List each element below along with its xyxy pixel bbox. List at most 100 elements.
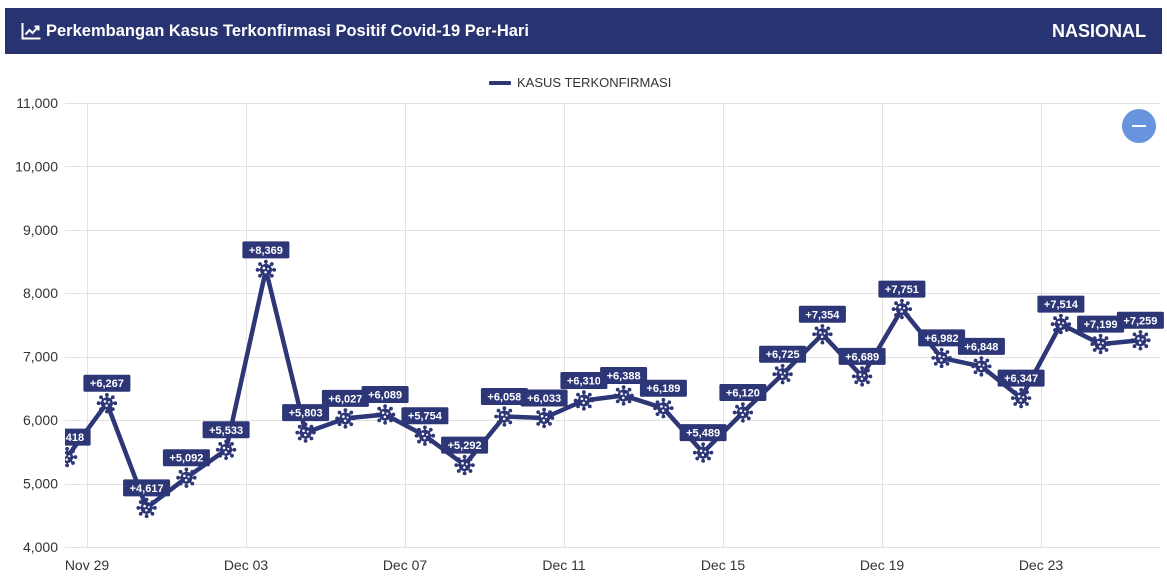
data-label: +6,189 — [639, 379, 687, 397]
line-layer — [65, 267, 1143, 511]
data-label-box — [1037, 295, 1085, 313]
data-point-virus-icon — [731, 401, 754, 424]
data-point-virus-icon — [1089, 333, 1112, 356]
data-label: +6,310 — [560, 372, 608, 389]
grid — [65, 103, 1160, 548]
y-tick-label: 6,000 — [23, 412, 58, 428]
data-point-virus-icon — [692, 441, 715, 464]
data-label-text: +5,092 — [169, 453, 203, 465]
data-label: +6,689 — [838, 347, 886, 365]
data-point-virus-icon — [1010, 387, 1033, 410]
data-label-text: +5,418 — [50, 432, 84, 444]
data-label: +5,533 — [202, 421, 250, 439]
axis-labels: 4,000 5,000 6,000 7,000 8,000 9,000 10,000 11,0… — [15, 95, 1063, 573]
data-point-virus-icon — [612, 384, 635, 407]
data-label-text: +7,199 — [1084, 319, 1118, 331]
data-label: +7,354 — [798, 305, 846, 323]
x-tick-label: Dec 03 — [224, 557, 269, 573]
data-label-text: +6,267 — [90, 378, 124, 390]
data-label-box — [480, 388, 528, 405]
data-label: +5,489 — [679, 424, 727, 442]
y-tick-label: 10,000 — [15, 158, 58, 174]
data-label: +6,033 — [520, 389, 568, 407]
data-label-box — [560, 372, 608, 389]
data-label-box — [600, 367, 648, 384]
y-tick-label: 5,000 — [23, 475, 58, 491]
data-label: +5,292 — [441, 436, 489, 454]
legend-marker — [489, 81, 511, 85]
data-point-virus-icon — [811, 323, 834, 346]
data-point-virus-icon — [374, 403, 397, 426]
data-label-text: +6,033 — [527, 393, 561, 405]
data-point-virus-icon — [652, 397, 675, 420]
data-label-box — [719, 384, 767, 401]
data-label-box — [321, 389, 369, 407]
data-label-text: +7,354 — [805, 309, 840, 321]
data-label: +7,199 — [1077, 315, 1125, 333]
data-label: +8,369 — [242, 241, 290, 259]
data-label-text: +6,120 — [726, 387, 760, 399]
data-label-box — [1116, 311, 1164, 329]
data-point-virus-icon — [175, 466, 198, 489]
y-tick-label: 9,000 — [23, 222, 58, 238]
data-label-text: +7,514 — [1044, 299, 1079, 311]
data-label-box — [123, 479, 171, 497]
data-point-virus-icon — [1049, 313, 1072, 336]
data-label-box — [798, 305, 846, 323]
data-point-virus-icon — [215, 438, 238, 461]
data-label: +7,259 — [1116, 311, 1164, 329]
data-label-box — [83, 374, 131, 392]
data-label-box — [918, 329, 966, 347]
data-label-text: +6,848 — [964, 341, 998, 353]
data-label: +6,388 — [600, 367, 648, 384]
data-point-virus-icon — [930, 346, 953, 369]
data-point-virus-icon — [453, 454, 476, 477]
x-tick-label: Nov 29 — [65, 557, 110, 573]
data-label-box — [202, 421, 250, 439]
y-tick-label: 7,000 — [23, 349, 58, 365]
data-point-virus-icon — [254, 258, 277, 281]
data-point-virus-icon — [135, 496, 158, 519]
data-point-virus-icon — [334, 407, 357, 430]
series-layer: +5,418 +6,267 +4,617 +5,092 +5,533 +8,369 +5,8… — [50, 241, 1164, 519]
region-label: NASIONAL — [1052, 21, 1146, 41]
data-point-virus-icon — [493, 405, 516, 428]
data-label-box — [878, 280, 926, 298]
zoom-out-button[interactable] — [1122, 109, 1156, 143]
series-line — [65, 267, 1143, 511]
x-tick-label: Dec 19 — [860, 557, 905, 573]
data-label-box — [838, 347, 886, 365]
data-label: +5,092 — [162, 449, 210, 467]
data-point-virus-icon — [413, 424, 436, 447]
legend-item[interactable]: KASUS TERKONFIRMASI — [489, 74, 671, 92]
data-label-text: +5,489 — [686, 428, 720, 440]
legend-label: KASUS TERKONFIRMASI — [517, 75, 672, 90]
data-label: +6,347 — [997, 369, 1045, 387]
data-label: +6,848 — [957, 337, 1005, 355]
plot-area[interactable] — [65, 103, 1160, 547]
data-point-virus-icon — [890, 298, 913, 321]
data-label-box — [957, 337, 1005, 355]
data-label-box — [65, 428, 91, 446]
data-label-text: +6,310 — [567, 375, 601, 387]
data-label: +6,725 — [759, 345, 807, 363]
data-point-virus-icon — [95, 392, 118, 415]
data-label-text: +6,027 — [328, 393, 362, 405]
data-label: +6,120 — [719, 384, 767, 401]
data-label-text: +5,292 — [448, 440, 482, 452]
data-label: +6,267 — [83, 374, 131, 392]
data-label-box — [759, 345, 807, 363]
data-label: +7,751 — [878, 280, 926, 298]
data-label-text: +7,259 — [1123, 315, 1157, 327]
data-label-box — [361, 386, 409, 403]
data-point-virus-icon — [970, 355, 993, 378]
data-point-virus-icon — [294, 421, 317, 444]
minus-icon — [1132, 125, 1146, 127]
x-tick-label: Dec 23 — [1019, 557, 1064, 573]
x-tick-label: Dec 15 — [701, 557, 746, 573]
data-point-virus-icon — [65, 446, 79, 469]
data-label: +6,058 — [480, 388, 528, 405]
data-label: +6,027 — [321, 389, 369, 407]
data-label-box — [282, 404, 330, 422]
data-label: +5,803 — [282, 404, 330, 422]
